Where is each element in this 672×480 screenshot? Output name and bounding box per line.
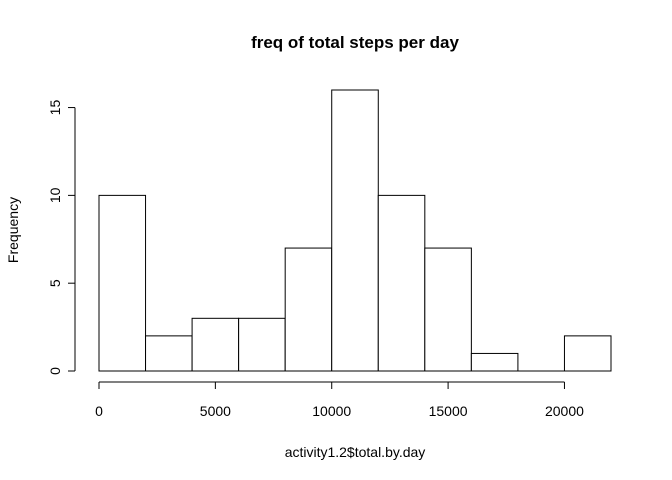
bars-group: [98, 89, 612, 372]
histogram-bar-6: [377, 194, 426, 372]
histogram-bar-1: [145, 335, 193, 372]
y-tick-label-1: 5: [47, 279, 63, 287]
y-tick-label-3: 15: [47, 100, 63, 116]
histogram-bar-7: [424, 247, 472, 372]
x-axis: 0 5000 10000 15000 20000: [95, 381, 584, 419]
histogram-bar-4: [284, 247, 333, 372]
x-axis-label: activity1.2$total.by.day: [285, 444, 426, 460]
x-tick-label-1: 5000: [200, 403, 231, 419]
histogram-bar-5: [331, 89, 379, 372]
y-axis: 0 5 10 15: [47, 100, 76, 375]
y-axis-label: Frequency: [5, 197, 21, 263]
x-tick-label-4: 20000: [545, 403, 584, 419]
x-tick-label-3: 15000: [429, 403, 468, 419]
y-tick-label-2: 10: [47, 187, 63, 203]
chart-title: freq of total steps per day: [251, 33, 459, 52]
y-tick-label-0: 0: [47, 367, 63, 375]
histogram-bar-10: [563, 335, 612, 372]
histogram-bar-2: [191, 317, 240, 372]
x-tick-label-0: 0: [95, 403, 103, 419]
histogram-bar-0: [98, 194, 147, 372]
x-tick-label-2: 10000: [312, 403, 351, 419]
histogram-bar-8: [470, 352, 519, 372]
histogram-bar-3: [238, 317, 286, 372]
